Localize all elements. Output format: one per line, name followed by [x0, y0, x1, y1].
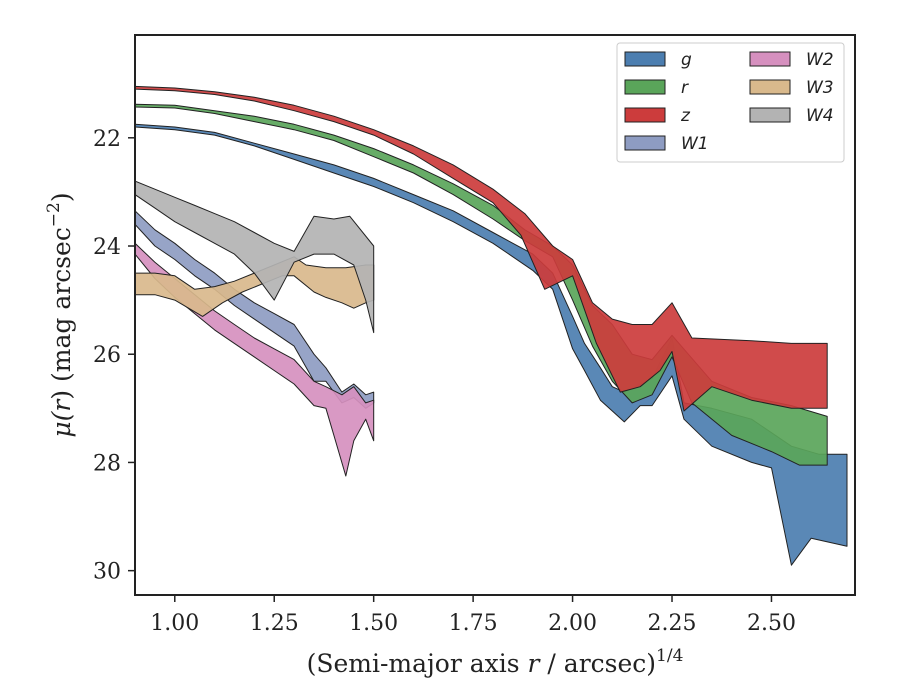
- x-tick-label: 1.50: [349, 611, 398, 636]
- y-tick-label: 30: [93, 560, 121, 585]
- plot-frame: [134, 34, 856, 596]
- legend-swatch-w1: [624, 135, 666, 151]
- legend-label-g: g: [681, 50, 692, 70]
- y-axis-label: μ(r) (mag arcsec−2): [44, 192, 76, 437]
- x-tick-label: 2.25: [648, 611, 697, 636]
- x-tick-label: 1.75: [449, 611, 498, 636]
- legend-label-w2: W2: [806, 50, 834, 70]
- x-axis-ticks: 1.00 1.25 1.50 1.75 2.00 2.25 2.50: [150, 595, 796, 636]
- legend: grz W1 W2 W3 W4: [616, 42, 845, 163]
- legend-swatch-r: [624, 79, 666, 95]
- legend-box: [616, 42, 845, 163]
- legend-label-w1: W1: [681, 134, 709, 154]
- legend-swatch-g: [624, 51, 666, 67]
- band-g: [135, 123, 848, 566]
- legend-swatch-z: [624, 107, 666, 123]
- legend-swatch-w4: [749, 107, 791, 123]
- legend-label-w3: W3: [806, 78, 834, 98]
- y-tick-label: 26: [93, 343, 121, 368]
- band-z: [135, 85, 828, 412]
- y-axis-ticks: 22 24 26 28 30: [93, 127, 135, 585]
- legend-swatch-w2: [749, 51, 791, 67]
- y-tick-label: 28: [93, 451, 121, 476]
- legend-label-w4: W4: [806, 106, 834, 126]
- legend-label-z: z: [680, 106, 691, 126]
- profile-bands: [135, 85, 848, 566]
- x-tick-label: 2.50: [747, 611, 796, 636]
- y-tick-label: 22: [93, 127, 121, 152]
- band-w4: [135, 180, 375, 334]
- x-axis-label: (Semi-major axis r / arcsec)1/4: [307, 646, 684, 678]
- x-tick-label: 2.00: [548, 611, 597, 636]
- x-tick-label: 1.25: [250, 611, 299, 636]
- legend-swatch-w3: [749, 79, 791, 95]
- y-tick-label: 24: [93, 235, 121, 260]
- x-tick-label: 1.00: [150, 611, 199, 636]
- legend-label-r: r: [681, 78, 689, 98]
